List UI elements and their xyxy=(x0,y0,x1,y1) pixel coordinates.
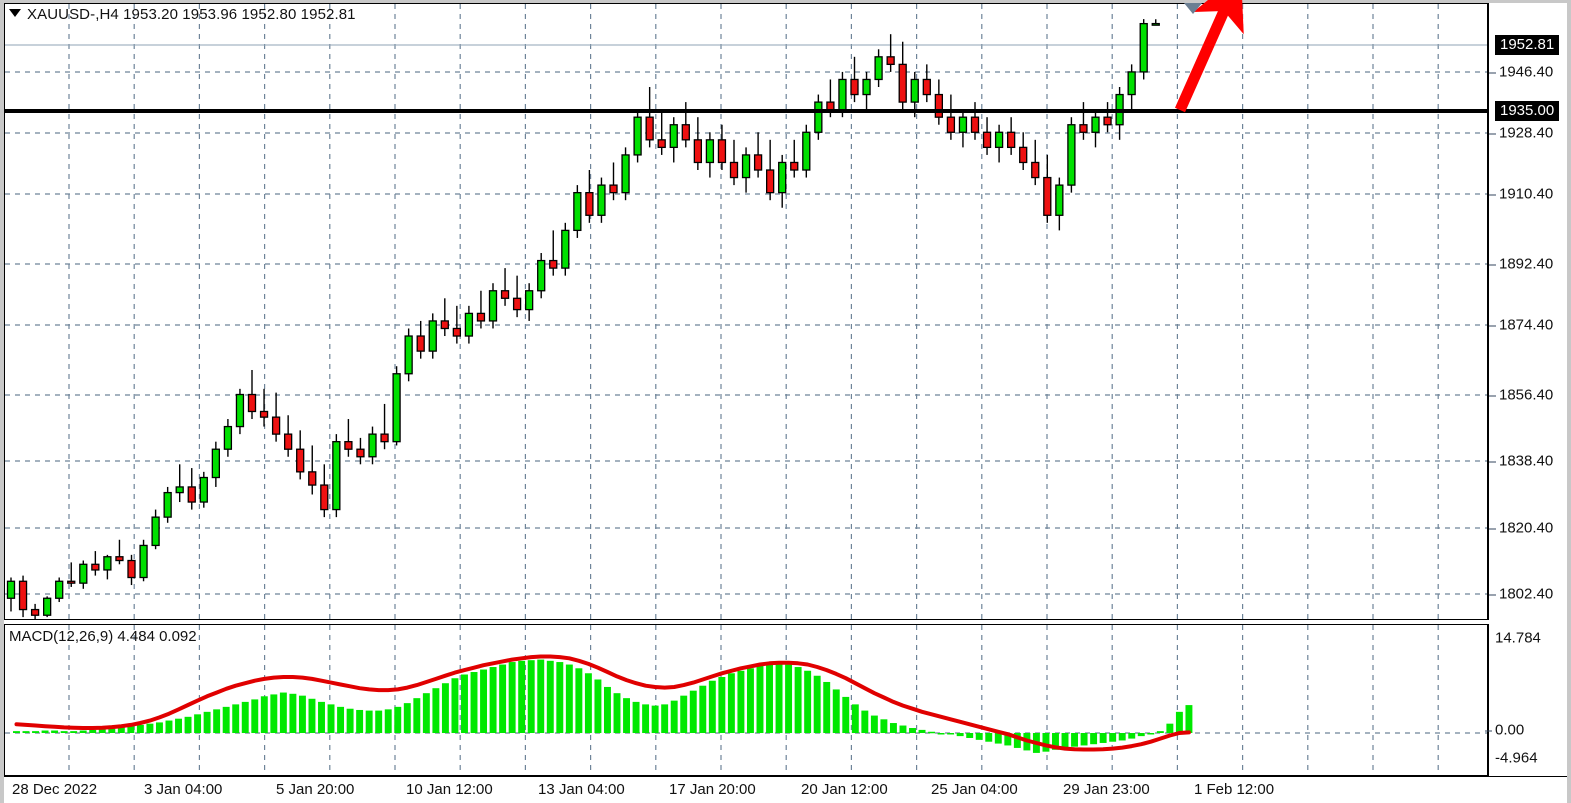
macd-axis-label: 14.784 xyxy=(1495,629,1541,647)
price-axis-highlight-label: 1935.00 xyxy=(1495,101,1560,121)
macd-axis-label: 0.00 xyxy=(1484,721,1525,739)
triangle-down-icon[interactable] xyxy=(9,9,21,17)
macd-plot-area[interactable] xyxy=(5,625,1487,775)
chart-header: XAUUSD-,H4 1953.20 1953.96 1952.80 1952.… xyxy=(9,6,356,23)
window-frame-right xyxy=(1567,0,1571,803)
price-axis[interactable]: 1952.81 1946.40 1935.00 1928.40 1910.40 1892.… xyxy=(1488,3,1567,620)
time-axis-label: 17 Jan 20:00 xyxy=(669,781,756,798)
chart-header-quote: XAUUSD-,H4 1953.20 1953.96 1952.80 1952.… xyxy=(27,6,356,23)
time-axis-label: 29 Jan 23:00 xyxy=(1063,781,1150,798)
price-axis-label: 1892.40 xyxy=(1488,255,1554,273)
window-frame-top xyxy=(0,0,1571,3)
time-axis-label: 10 Jan 12:00 xyxy=(406,781,493,798)
time-axis-label: 13 Jan 04:00 xyxy=(538,781,625,798)
time-axis-label: 3 Jan 04:00 xyxy=(144,781,223,798)
macd-indicator-pane[interactable] xyxy=(4,624,1488,776)
time-axis-label: 28 Dec 2022 xyxy=(12,781,98,798)
price-candlestick-svg xyxy=(5,4,1487,619)
triangle-down-marker xyxy=(1184,3,1202,14)
price-axis-label: 1820.40 xyxy=(1488,519,1554,537)
price-axis-label: 1928.40 xyxy=(1488,124,1554,142)
price-axis-label: 1910.40 xyxy=(1488,185,1554,203)
macd-axis[interactable]: 14.784 0.00 -4.964 xyxy=(1484,624,1567,776)
macd-axis-label: -4.964 xyxy=(1495,749,1538,767)
price-chart-pane[interactable] xyxy=(4,3,1488,620)
time-axis-label: 1 Feb 12:00 xyxy=(1194,781,1275,798)
time-axis-label: 20 Jan 12:00 xyxy=(801,781,888,798)
price-axis-label: 1838.40 xyxy=(1488,452,1554,470)
window-frame-left xyxy=(0,0,4,803)
time-axis[interactable]: 28 Dec 2022 3 Jan 04:00 5 Jan 20:00 10 Jan … xyxy=(4,776,1567,803)
time-axis-label: 25 Jan 04:00 xyxy=(931,781,1018,798)
price-axis-label: 1874.40 xyxy=(1488,316,1554,334)
price-plot-area[interactable] xyxy=(5,4,1487,619)
price-axis-label: 1802.40 xyxy=(1488,585,1554,603)
price-axis-highlight-label: 1952.81 xyxy=(1495,35,1560,55)
time-axis-label: 5 Jan 20:00 xyxy=(276,781,355,798)
price-axis-label: 1946.40 xyxy=(1488,63,1554,81)
macd-label: MACD(12,26,9) 4.484 0.092 xyxy=(9,628,197,645)
price-axis-label: 1856.40 xyxy=(1488,386,1554,404)
macd-svg xyxy=(5,625,1487,775)
